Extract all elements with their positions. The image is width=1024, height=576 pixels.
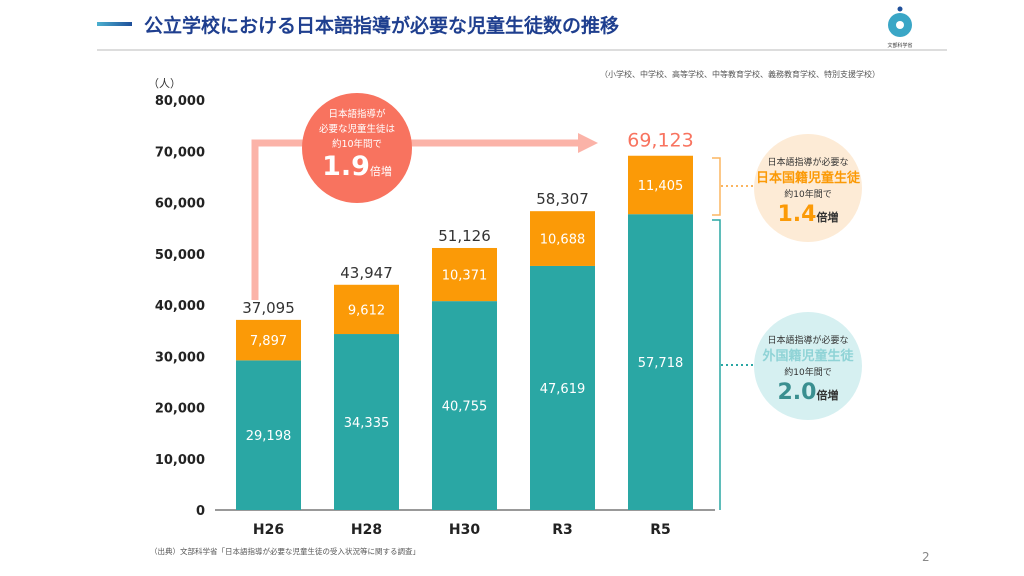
bar-total-label: 69,123 (627, 130, 693, 152)
callout-heading: 外国籍児童生徒 (762, 349, 854, 364)
x-tick-label: R5 (650, 522, 671, 538)
page-title: 公立学校における日本語指導が必要な児童生徒数の推移 (144, 15, 620, 37)
bar-foreign (236, 360, 301, 510)
x-tick-label: H28 (351, 522, 382, 538)
bar-label-foreign: 47,619 (540, 382, 586, 397)
bar-foreign (334, 334, 399, 510)
title-divider (97, 49, 947, 51)
bar-total-label: 43,947 (340, 264, 393, 282)
y-tick-label: 10,000 (155, 453, 205, 468)
growth-arrowhead (578, 133, 598, 153)
bar-label-japanese: 9,612 (348, 303, 385, 318)
bar-label-foreign: 40,755 (442, 400, 488, 415)
bar-japanese (628, 155, 693, 215)
bar-label-foreign: 57,718 (638, 356, 684, 371)
y-tick-label: 40,000 (155, 299, 205, 314)
y-tick-label: 60,000 (155, 197, 205, 212)
y-tick-label: 20,000 (155, 402, 205, 417)
y-tick-label: 80,000 (155, 94, 205, 109)
bar-total-label: 37,095 (242, 299, 295, 317)
callout-line: 日本語指導が必要な (767, 336, 849, 346)
bar-label-foreign: 34,335 (344, 416, 390, 431)
page-number: 2 (922, 550, 930, 564)
mext-logo: 文部科学省 (880, 5, 920, 50)
y-tick-label: 50,000 (155, 248, 205, 263)
school-types-note: （小学校、中学校、高等学校、中等教育学校、義務教育学校、特別支援学校） (600, 70, 880, 79)
callout-line: 必要な児童生徒は (318, 124, 395, 135)
growth-multiplier: 1.9 (322, 151, 370, 182)
x-tick-label: R3 (552, 522, 573, 538)
callout-line: 日本語指導が必要な (767, 158, 849, 168)
bar-label-japanese: 10,371 (442, 269, 488, 284)
bar-japanese (236, 319, 301, 361)
callout-line: 日本語指導が (328, 109, 386, 120)
bar-foreign (530, 265, 595, 510)
bar-japanese (334, 284, 399, 335)
callout-heading: 日本国籍児童生徒 (755, 171, 860, 186)
callout-suffix: 倍増 (816, 389, 839, 402)
callout-suffix: 倍増 (816, 211, 839, 224)
growth-multiplier: 2.0 (777, 380, 817, 405)
japanese-bracket (712, 157, 721, 216)
growth-multiplier: 1.4 (777, 202, 817, 227)
y-tick-label: 30,000 (155, 350, 205, 365)
bar-label-japanese: 11,405 (638, 179, 684, 194)
y-tick-label: 70,000 (155, 145, 205, 160)
source-note: （出典）文部科学省「日本語指導が必要な児童生徒の受入状況等に関する調査」 (150, 547, 420, 556)
bar-japanese (432, 247, 497, 302)
foreign-growth-callout: 日本語指導が必要な 外国籍児童生徒 約10年間で 2.0倍増 (754, 312, 862, 420)
y-tick-label: 0 (196, 504, 205, 519)
callout-line: 約10年間で (331, 139, 383, 150)
bar-total-label: 51,126 (438, 227, 491, 245)
japanese-growth-callout: 日本語指導が必要な 日本国籍児童生徒 約10年間で 1.4倍増 (754, 134, 862, 242)
bar-foreign (628, 214, 693, 510)
bar-label-foreign: 29,198 (246, 429, 292, 444)
callout-line: 約10年間で (784, 190, 832, 200)
x-tick-label: H26 (253, 522, 284, 538)
y-axis-unit: （人） (148, 77, 181, 90)
bar-japanese (530, 211, 595, 266)
overall-growth-callout: 日本語指導が 必要な児童生徒は 約10年間で 1.9倍増 (302, 93, 412, 203)
growth-arrow (251, 139, 580, 300)
title-accent-bar (97, 22, 132, 26)
svg-text:文部科学省: 文部科学省 (887, 42, 912, 49)
bar-foreign (432, 301, 497, 510)
bar-label-japanese: 10,688 (540, 233, 586, 248)
bar-total-label: 58,307 (536, 190, 589, 208)
callout-suffix: 倍増 (369, 165, 392, 178)
x-tick-label: H30 (449, 522, 480, 538)
foreign-bracket (712, 219, 721, 510)
callout-line: 約10年間で (784, 368, 832, 378)
bar-label-japanese: 7,897 (250, 334, 287, 349)
